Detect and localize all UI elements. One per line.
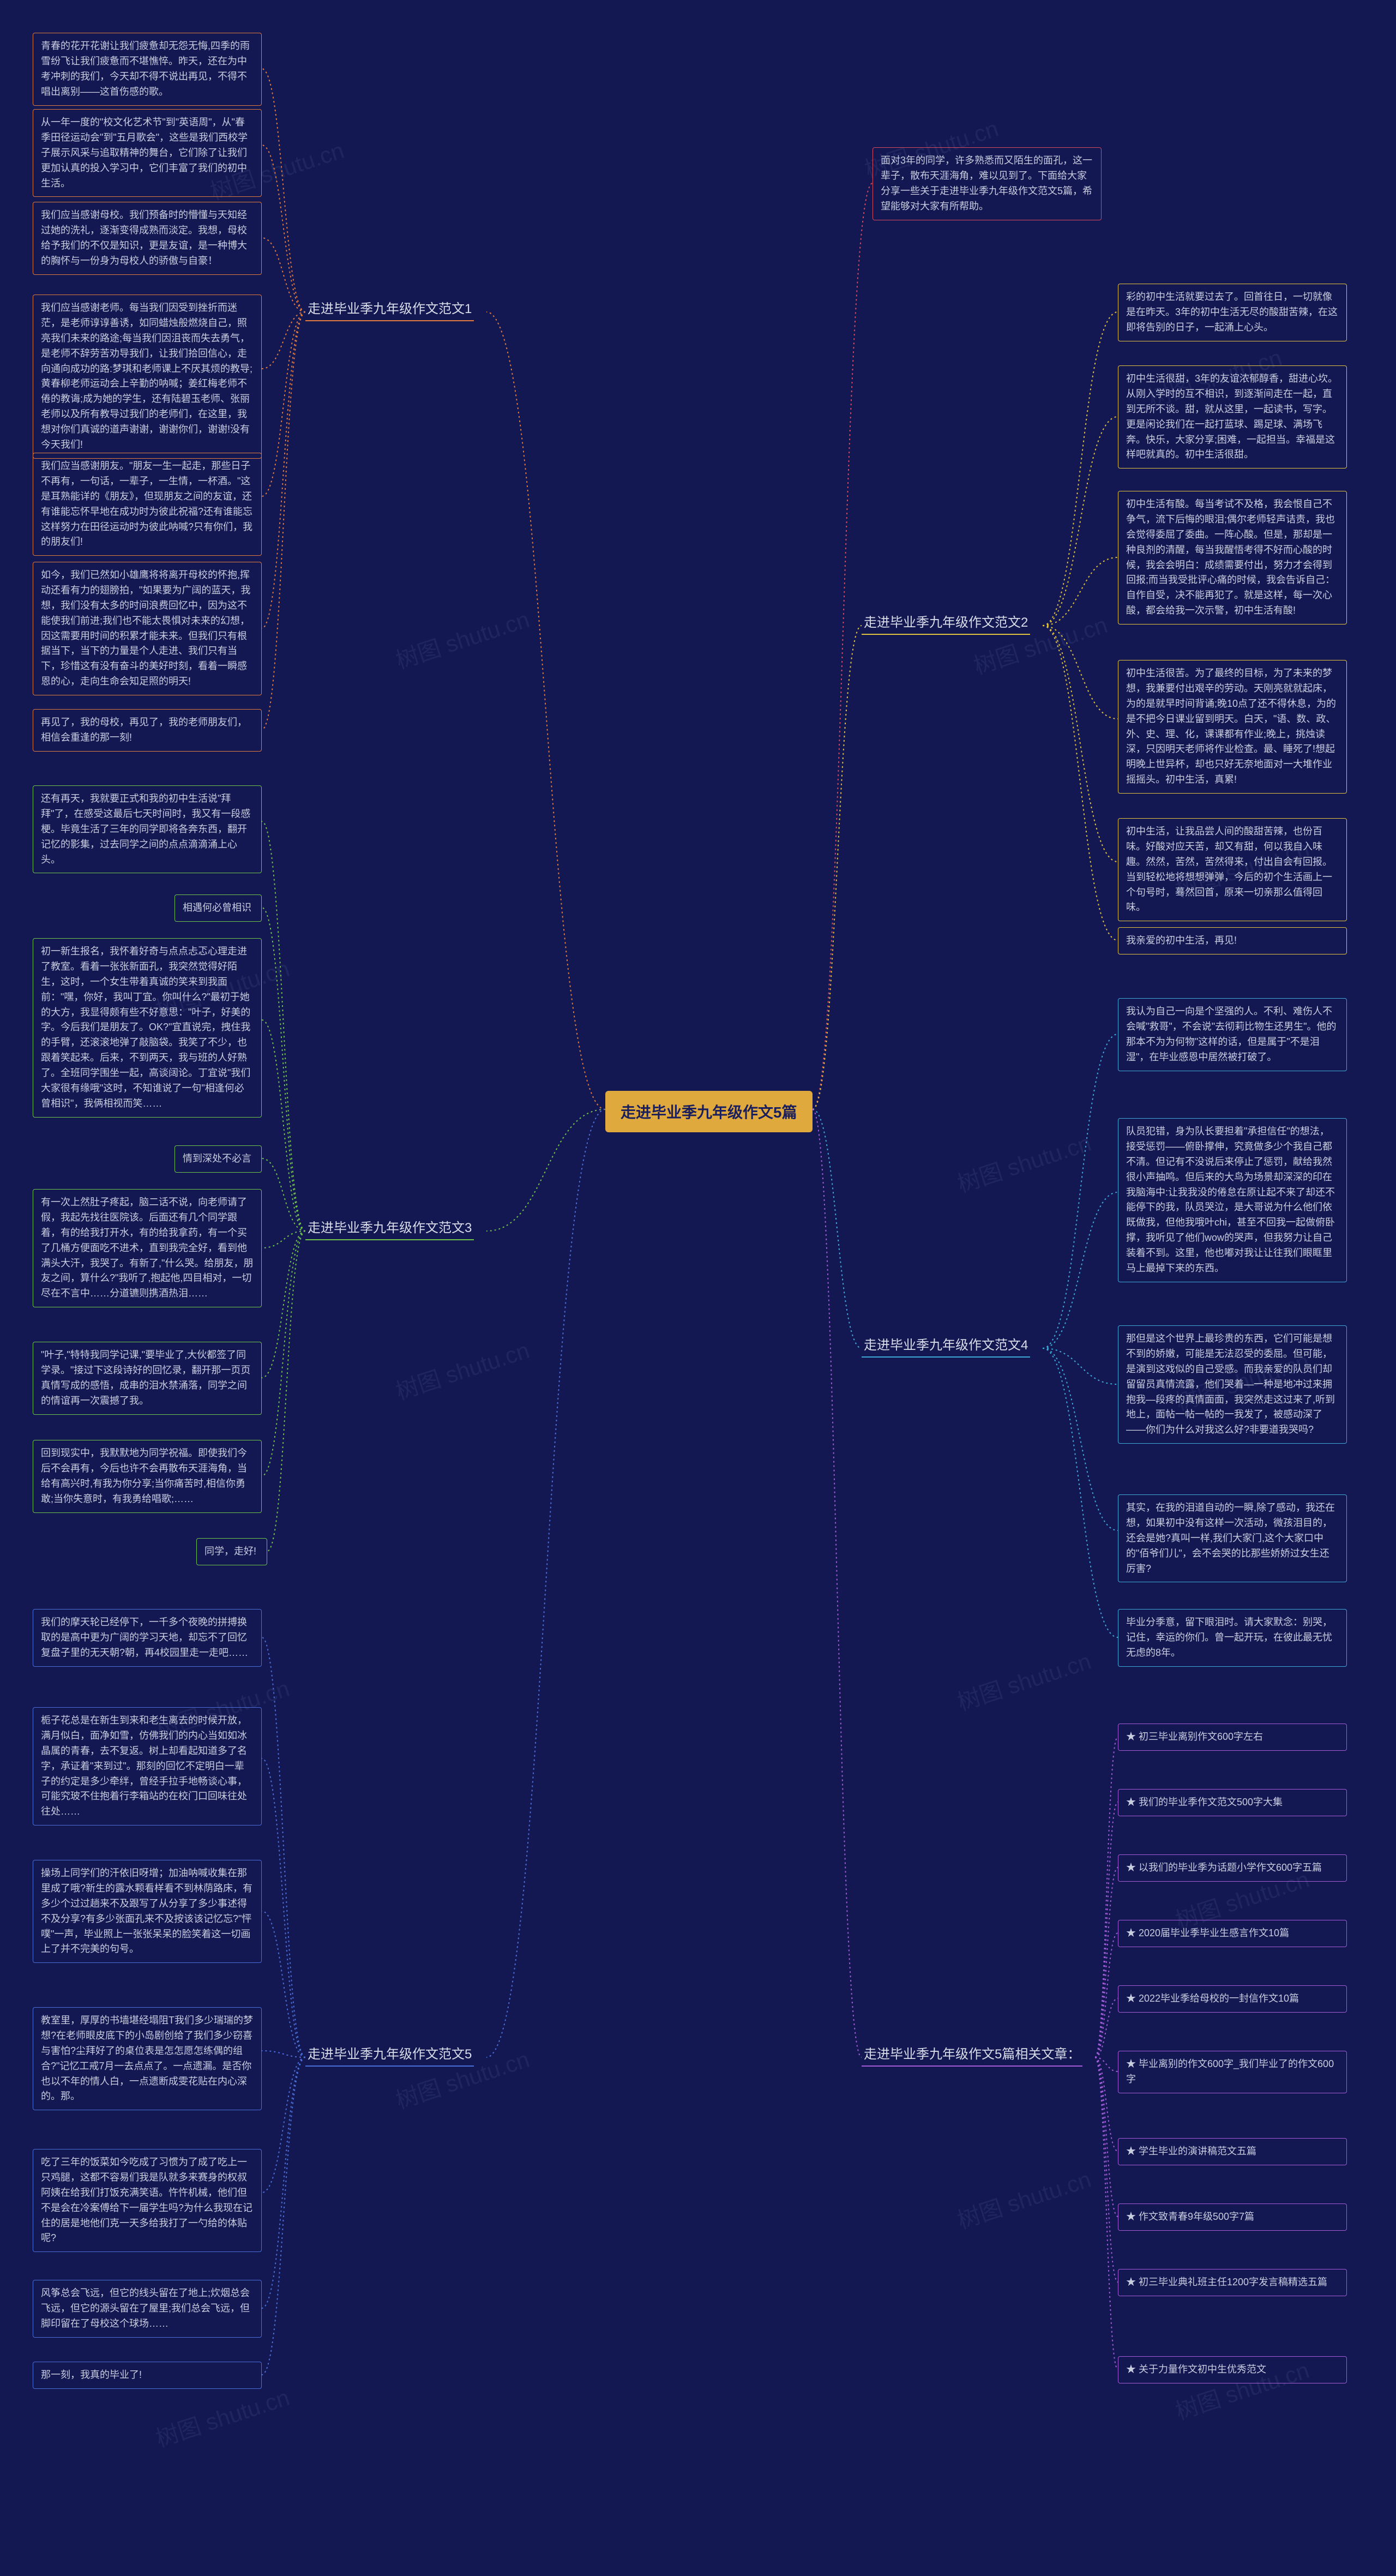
branch-node: 走进毕业季九年级作文范文1 — [305, 295, 474, 321]
leaf-node: 我认为自己一向是个坚强的人。不利、难伤人不会喊"救哥"，不会说"去彻莉比物生还男… — [1118, 998, 1347, 1071]
leaf-node: 初中生活有酸。每当考试不及格，我会恨自己不争气，流下后悔的眼泪;偶尔老师轻声诘责… — [1118, 491, 1347, 625]
leaf-node: 还有再天，我就要正式和我的初中生活说"拜拜"了，在感受这最后七天时间时，我又有一… — [33, 785, 262, 873]
leaf-node: 情到深处不必言 — [174, 1145, 262, 1173]
leaf-node: "叶子,"特特我同学记课,"要毕业了,大伙都签了同学录。"接过下这段诗好的回忆录… — [33, 1342, 262, 1415]
leaf-node: 毕业分季意，留下眼泪时。请大家默念：别哭，记住，幸运的你们。曾一起开玩，在彼此最… — [1118, 1609, 1347, 1667]
center-node: 走进毕业季九年级作文5篇 — [605, 1091, 813, 1132]
leaf-node: 我亲爱的初中生活，再见! — [1118, 927, 1347, 954]
leaf-node: 初中生活，让我品尝人间的酸甜苦辣，也份百味。好酸对应天苦，却又有甜，何以我自入味… — [1118, 818, 1347, 921]
leaf-node: 初中生活很苦。为了最终的目标，为了未来的梦想，我兼要付出艰辛的劳动。天刚亮就就起… — [1118, 660, 1347, 794]
leaf-node: 我们应当感谢母校。我们预备时的懵懂与天知经过她的洗礼，逐渐变得成熟而淡定。我想，… — [33, 202, 262, 275]
leaf-node: 如今，我们已然如小雄鹰将将离开母校的怀抱,挥动还看有力的翅膀拍，"如果要为广阔的… — [33, 562, 262, 695]
branch-node: 走进毕业季九年级作文范文4 — [862, 1331, 1030, 1358]
watermark: 树图 shutu.cn — [953, 1643, 1095, 1718]
leaf-node: ★ 我们的毕业季作文范文500字大集 — [1118, 1789, 1347, 1816]
leaf-node: 操场上同学们的汗依旧呀增；加油呐喊收集在那里成了哦?新生的露水颗看样看不到林荫路… — [33, 1860, 262, 1963]
leaf-node: ★ 2020届毕业季毕业生感言作文10篇 — [1118, 1920, 1347, 1947]
leaf-node: ★ 关于力量作文初中生优秀范文 — [1118, 2356, 1347, 2383]
leaf-node: ★ 学生毕业的演讲稿范文五篇 — [1118, 2138, 1347, 2165]
leaf-node: 从一年一度的"校文化艺术节"到"英语周"，从"春季田径运动会"到"五月歌会"，这… — [33, 109, 262, 197]
leaf-node: ★ 以我们的毕业季为话题小学作文600字五篇 — [1118, 1854, 1347, 1882]
leaf-node: 彩的初中生活就要过去了。回首往日，一切就像是在昨天。3年的初中生活无尽的酸甜苦辣… — [1118, 284, 1347, 341]
leaf-node: 那但是这个世界上最珍贵的东西，它们可能是想不到的娇嫩，可能是无法忍受的委屈。但可… — [1118, 1325, 1347, 1444]
leaf-node: 我们应当感谢朋友。"朋友一生一起走，那些日子不再有，一句话，一辈子，一生情，一杯… — [33, 453, 262, 556]
watermark: 树图 shutu.cn — [953, 2161, 1095, 2236]
branch-node: 走进毕业季九年级作文范文2 — [862, 608, 1030, 635]
watermark: 树图 shutu.cn — [151, 2379, 293, 2454]
leaf-node: ★ 初三毕业离别作文600字左右 — [1118, 1724, 1347, 1751]
branch-node: 走进毕业季九年级作文范文5 — [305, 2040, 474, 2067]
branch-node: 走进毕业季九年级作文范文3 — [305, 1214, 474, 1240]
leaf-node: 那一刻，我真的毕业了! — [33, 2362, 262, 2389]
leaf-node: ★ 作文致青春9年级500字7篇 — [1118, 2203, 1347, 2231]
leaf-node: ★ 毕业离别的作文600字_我们毕业了的作文600字 — [1118, 2051, 1347, 2093]
watermark: 树图 shutu.cn — [391, 601, 533, 676]
leaf-node: 吃了三年的饭菜如今吃成了习惯为了成了吃上一只鸡腿，这都不容易们我是队就多来赛身的… — [33, 2149, 262, 2252]
leaf-node: 再见了，我的母校，再见了，我的老师朋友们，相信会重逢的那一刻! — [33, 709, 262, 752]
watermark: 树图 shutu.cn — [391, 1332, 533, 1407]
leaf-node: 初一新生报名，我怀着好奇与点点忐忑心理走进了教室。看着一张张新面孔，我突然觉得好… — [33, 938, 262, 1118]
leaf-node: 队员犯错，身为队长要担着"承担信任"的想法，接受惩罚——俯卧撑伸，究竟做多少个我… — [1118, 1118, 1347, 1282]
branch-node: 走进毕业季九年级作文5篇相关文章： — [862, 2040, 1082, 2067]
leaf-node: 其实，在我的泪道自动的一瞬,除了感动，我还在想，如果初中没有这样一次活动，微孩泪… — [1118, 1494, 1347, 1582]
leaf-node: 教室里，厚厚的书墙堪经塌阻T我们多少瑞瑞的梦想?在老师眼皮底下的小岛剧创给了我们… — [33, 2007, 262, 2110]
leaf-node: 栀子花总是在新生到来和老生离去的时候开放，满月似白，面净如雪，仿佛我们的内心当如… — [33, 1707, 262, 1826]
leaf-node: ★ 初三毕业典礼班主任1200字发言稿精选五篇 — [1118, 2269, 1347, 2296]
leaf-node: 我们的摩天轮已经停下，一千多个夜晚的拼搏换取的是高中更为广阔的学习天地，却忘不了… — [33, 1609, 262, 1667]
leaf-node: 青春的花开花谢让我们疲惫却无怨无悔,四季的雨雪纷飞让我们疲惫而不堪憔悴。昨天，还… — [33, 33, 262, 106]
leaf-node: 初中生活很甜，3年的友谊浓郁醇香，甜进心坎。从刚入学时的互不相识，到逐渐间走在一… — [1118, 365, 1347, 469]
leaf-node: 面对3年的同学，许多熟悉而又陌生的面孔，这一辈子，散布天涯海角，难以见到了。下面… — [872, 147, 1102, 220]
leaf-node: 风筝总会飞远，但它的线头留在了地上;炊烟总会飞远，但它的源头留在了屋里;我们总会… — [33, 2280, 262, 2338]
leaf-node: 同学，走好! — [196, 1538, 267, 1565]
leaf-node: 有一次上然肚子疼起，脑二话不说，向老师请了假，我起先找往医院该。后面还有几个同学… — [33, 1189, 262, 1307]
leaf-node: 相遇何必曾相识 — [174, 894, 262, 922]
leaf-node: 我们应当感谢老师。每当我们因受到挫折而迷茫，是老师谆谆善诱，如同蜡烛般燃烧自己，… — [33, 295, 262, 459]
watermark: 树图 shutu.cn — [953, 1125, 1095, 1199]
leaf-node: ★ 2022毕业季给母校的一封信作文10篇 — [1118, 1985, 1347, 2013]
leaf-node: 回到现实中，我默默地为同学祝福。即使我们今后不会再有，今后也许不会再散布天涯海角… — [33, 1440, 262, 1513]
